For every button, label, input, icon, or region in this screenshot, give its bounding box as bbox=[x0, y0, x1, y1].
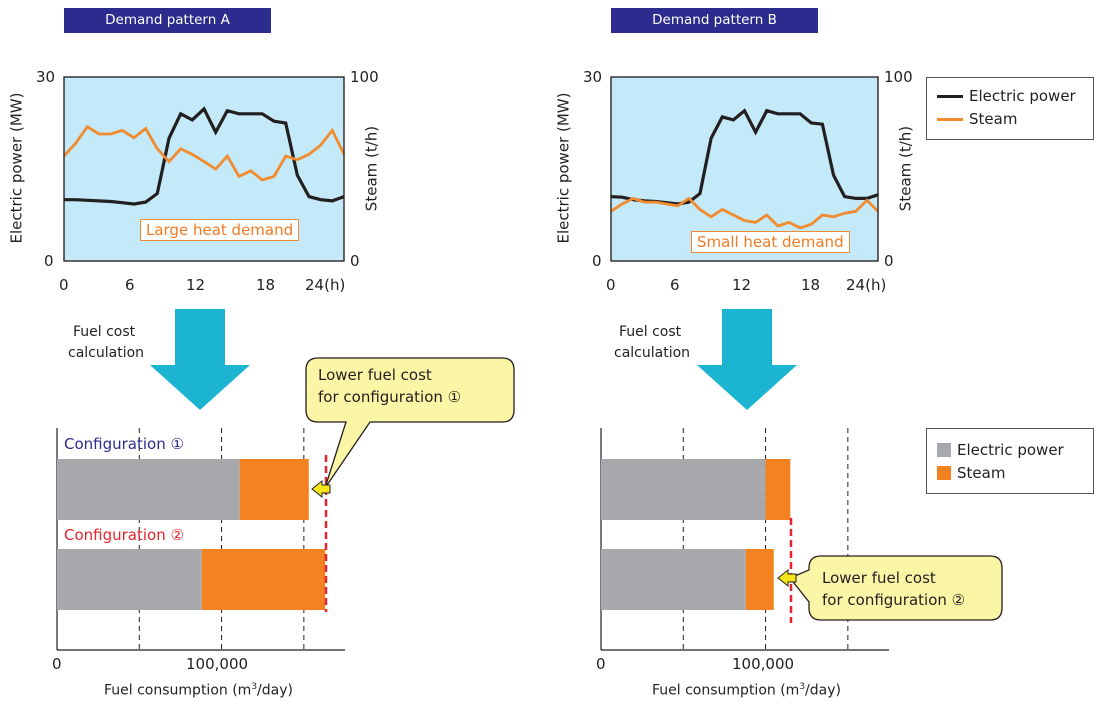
config-label-one: Configuration ① bbox=[64, 435, 184, 453]
legend-line-swatch-electric bbox=[937, 95, 963, 98]
bar-b-config2-steam bbox=[745, 549, 774, 610]
right-tick-top-b: 100 bbox=[884, 68, 913, 86]
right-axis-label-b: Steam (t/h) bbox=[896, 125, 915, 212]
left-tick-top-b: 30 bbox=[583, 68, 603, 86]
callout-b-line2: for configuration ② bbox=[822, 591, 966, 609]
x-tick-18-a: 18 bbox=[256, 276, 276, 294]
arrow-text-b-line2: calculation bbox=[614, 345, 691, 361]
bar-b-config1-steam bbox=[765, 459, 791, 520]
pointer-arrow-icon-b bbox=[777, 568, 797, 588]
heat-demand-label-a: Large heat demand bbox=[140, 219, 300, 241]
series-line-steam-b bbox=[610, 196, 879, 230]
left-tick-bottom-a: 0 bbox=[44, 252, 54, 270]
pointer-arrow-icon-a bbox=[311, 479, 331, 499]
callout-b-line1: Lower fuel cost bbox=[822, 569, 936, 587]
left-axis-label-b: Electric power (MW) bbox=[554, 92, 573, 244]
bar-b-config2-electric bbox=[601, 549, 746, 610]
left-axis-label-a: Electric power (MW) bbox=[7, 92, 26, 244]
legend-line-swatch-steam bbox=[937, 118, 963, 121]
series-line-electric-a bbox=[64, 106, 345, 206]
right-tick-bottom-b: 0 bbox=[884, 252, 894, 270]
legend-bar-steam: Steam bbox=[957, 464, 1006, 482]
bar-a-config1-steam bbox=[239, 459, 309, 520]
bar-xlabel-a: Fuel consumption (m3/day) bbox=[104, 682, 293, 699]
x-tick-6-a: 6 bbox=[125, 276, 135, 294]
bar-a-config2-steam bbox=[201, 549, 326, 610]
config-label-two: Configuration ② bbox=[64, 526, 184, 544]
bar-x-tick-0-a: 0 bbox=[52, 655, 62, 673]
x-tick-12-a: 12 bbox=[186, 276, 206, 294]
x-tick-24-a: 24(h) bbox=[305, 276, 346, 294]
x-tick-18-b: 18 bbox=[801, 276, 821, 294]
bar-chart-b bbox=[600, 428, 889, 651]
bar-x-tick-0-b: 0 bbox=[596, 655, 606, 673]
legend-line-electric: Electric power bbox=[969, 87, 1076, 105]
right-tick-bottom-a: 0 bbox=[350, 252, 360, 270]
x-tick-12-b: 12 bbox=[732, 276, 752, 294]
legend-bar-swatch-steam bbox=[937, 466, 951, 480]
left-tick-top-a: 30 bbox=[36, 68, 56, 86]
plot-frame-a bbox=[63, 76, 345, 262]
heat-demand-label-b: Small heat demand bbox=[691, 231, 850, 253]
bar-chart-a bbox=[56, 428, 345, 651]
line-chart-b bbox=[610, 76, 879, 262]
x-tick-24-b: 24(h) bbox=[846, 276, 887, 294]
legend-bar-swatch-electric bbox=[937, 443, 951, 457]
banner-demand-pattern-b: Demand pattern B bbox=[611, 8, 818, 33]
callout-bubble-a bbox=[305, 357, 515, 489]
arrow-text-a-line2: calculation bbox=[68, 345, 145, 361]
right-axis-label-a: Steam (t/h) bbox=[362, 125, 381, 212]
left-tick-bottom-b: 0 bbox=[592, 252, 602, 270]
callout-a-line1: Lower fuel cost bbox=[318, 366, 432, 384]
right-tick-top-a: 100 bbox=[350, 68, 379, 86]
legend-bar-electric: Electric power bbox=[957, 441, 1064, 459]
bar-x-tick-100k-b: 100,000 bbox=[732, 655, 795, 673]
legend-line-steam: Steam bbox=[969, 110, 1018, 128]
bar-a-config2-electric bbox=[57, 549, 202, 610]
plot-frame-b bbox=[610, 76, 879, 262]
x-tick-6-b: 6 bbox=[670, 276, 680, 294]
bar-b-config1-electric bbox=[601, 459, 766, 520]
bar-a-config1-electric bbox=[57, 459, 240, 520]
arrow-text-b-line1: Fuel cost bbox=[619, 324, 682, 340]
callout-a-line2: for configuration ① bbox=[318, 388, 462, 406]
bar-legend: Electric power Steam bbox=[926, 428, 1094, 494]
callout-bubble-b bbox=[788, 555, 1003, 621]
down-arrow-icon-a bbox=[150, 309, 250, 410]
line-legend: Electric power Steam bbox=[926, 77, 1094, 140]
arrow-text-a-line1: Fuel cost bbox=[73, 324, 136, 340]
bar-x-tick-100k-a: 100,000 bbox=[186, 655, 249, 673]
series-line-steam-a bbox=[62, 124, 346, 182]
banner-demand-pattern-a: Demand pattern A bbox=[64, 8, 271, 33]
down-arrow-icon-b bbox=[697, 309, 797, 410]
bar-xlabel-b: Fuel consumption (m3/day) bbox=[652, 682, 841, 699]
x-tick-0-a: 0 bbox=[59, 276, 69, 294]
x-tick-0-b: 0 bbox=[606, 276, 616, 294]
